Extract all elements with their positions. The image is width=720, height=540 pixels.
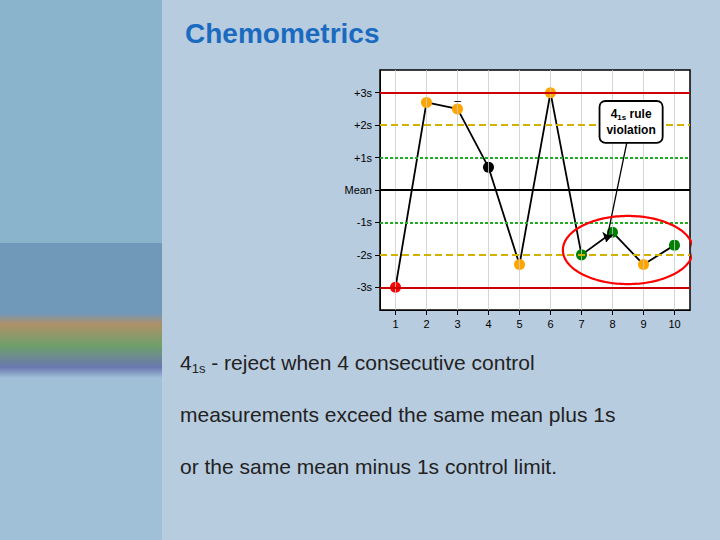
svg-text:–: – xyxy=(454,94,461,108)
svg-text:7: 7 xyxy=(578,318,584,330)
svg-text:+2s: +2s xyxy=(354,119,373,131)
svg-text:1: 1 xyxy=(392,318,398,330)
svg-text:Mean: Mean xyxy=(344,184,372,196)
svg-text:4: 4 xyxy=(180,351,192,374)
svg-text:5: 5 xyxy=(516,318,522,330)
svg-text:+1s: +1s xyxy=(354,152,373,164)
svg-text:measurements exceed the same m: measurements exceed the same mean plus 1… xyxy=(180,403,615,426)
svg-text:10: 10 xyxy=(668,318,680,330)
svg-text:Chemometrics: Chemometrics xyxy=(185,18,380,49)
svg-text:1s: 1s xyxy=(617,112,627,122)
svg-text:4: 4 xyxy=(485,318,491,330)
svg-text:6: 6 xyxy=(547,318,553,330)
svg-text:4: 4 xyxy=(610,106,618,121)
svg-text:-2s: -2s xyxy=(357,249,373,261)
svg-text:-1s: -1s xyxy=(357,216,373,228)
svg-text:9: 9 xyxy=(640,318,646,330)
svg-text:or the same mean minus 1s cont: or the same mean minus 1s control limit. xyxy=(180,455,557,478)
svg-text:rule: rule xyxy=(626,107,652,121)
svg-text:3: 3 xyxy=(454,318,460,330)
svg-text:1s: 1s xyxy=(192,361,206,376)
svg-text:-3s: -3s xyxy=(357,281,373,293)
svg-text:8: 8 xyxy=(609,318,615,330)
svg-text:violation: violation xyxy=(606,123,655,137)
svg-text:- reject when 4 consecutive co: - reject when 4 consecutive control xyxy=(205,351,534,374)
svg-text:+3s: +3s xyxy=(354,87,373,99)
svg-text:2: 2 xyxy=(423,318,429,330)
